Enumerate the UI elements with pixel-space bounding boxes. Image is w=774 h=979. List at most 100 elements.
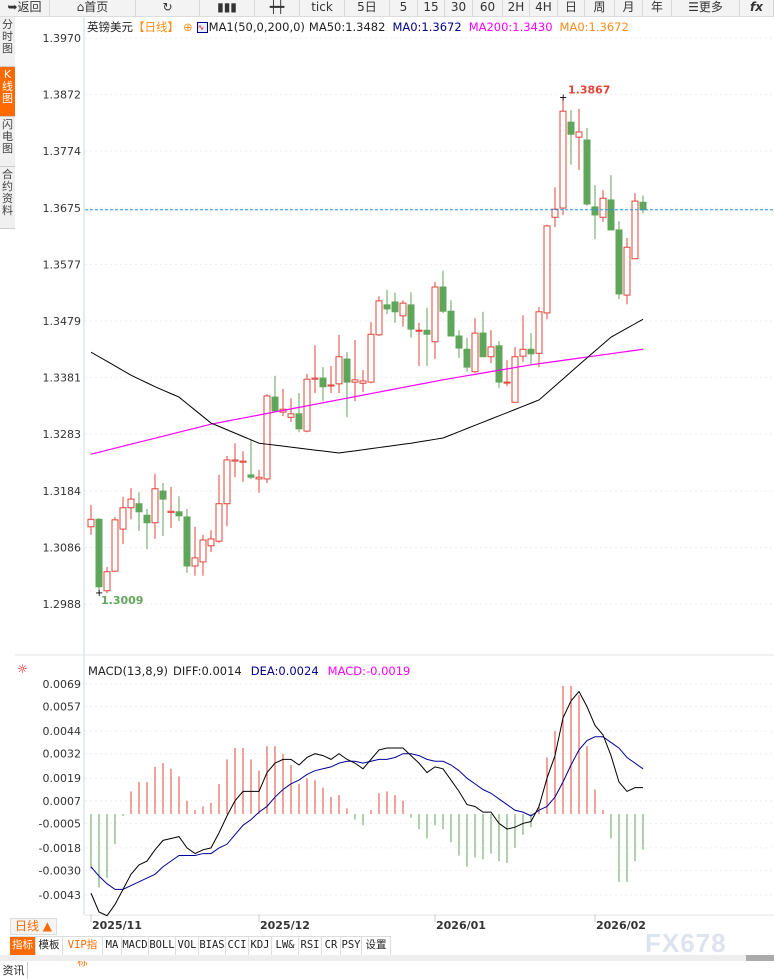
candle-body <box>591 206 599 216</box>
candle-body <box>319 377 327 388</box>
indicator-button[interactable]: PSY <box>341 937 362 955</box>
candle-body <box>175 511 183 517</box>
candle-body <box>479 332 487 358</box>
candle-body <box>295 413 303 430</box>
view-sidebar: 分时图 K线图 闪电图 合约资料 <box>0 17 15 229</box>
news-tab[interactable]: 资讯 <box>0 962 28 979</box>
refresh-icon: ↻ <box>162 0 173 14</box>
indicator-button[interactable]: BOLL <box>149 937 176 955</box>
indicator-button[interactable]: VOL <box>176 937 199 955</box>
macd-tick-label: -0.0030 <box>39 865 81 878</box>
date-axis-label: 2025/11 <box>92 919 142 932</box>
price-tick-label: 1.3184 <box>43 485 82 498</box>
candle-body <box>143 514 151 524</box>
sidebar-tab[interactable]: 闪电图 <box>0 117 15 167</box>
sidebar-tab[interactable]: 分时图 <box>0 17 15 67</box>
candle-body <box>623 246 631 296</box>
indicator-button[interactable]: VIP指标 <box>63 937 103 968</box>
period-button[interactable]: 15 <box>418 0 445 17</box>
period-button[interactable]: 5日 <box>345 0 390 17</box>
candle-body <box>447 310 455 337</box>
candle-body <box>583 139 591 205</box>
candle-body <box>255 476 263 480</box>
period-button[interactable]: 年 <box>643 0 672 17</box>
candle-body <box>543 225 551 314</box>
candle-body <box>519 348 527 357</box>
candle-body <box>223 459 231 505</box>
refresh-button[interactable]: ↻ <box>136 0 200 17</box>
candle-body <box>391 301 399 313</box>
back-label: 返回 <box>17 0 42 14</box>
period-button[interactable]: 4H <box>530 0 558 17</box>
candle-body <box>471 332 479 373</box>
high-price-label: 1.3867 <box>568 83 610 96</box>
indicator-button[interactable]: BIAS <box>199 937 226 955</box>
candle-body <box>135 503 143 513</box>
period-button[interactable]: 周 <box>585 0 615 17</box>
ma200-value: MA200:1.3430 <box>468 20 553 34</box>
candle-body <box>375 300 383 336</box>
candle-body <box>247 474 255 478</box>
macd-tick-label: 0.0032 <box>43 748 82 761</box>
indicator-button[interactable]: KDJ <box>249 937 272 955</box>
indicator-button[interactable]: MA <box>103 937 122 955</box>
indicator-button[interactable]: LW& <box>272 937 299 955</box>
period-toggle-button[interactable]: 日线 ▲ <box>10 918 57 935</box>
tick-button[interactable]: tick <box>300 0 345 17</box>
indicator-button[interactable]: 模板 <box>36 937 63 955</box>
indicator-button[interactable]: RSI <box>299 937 322 955</box>
macd-tick-label: 0.0069 <box>43 678 82 691</box>
price-tick-label: 1.3577 <box>43 259 82 272</box>
more-button[interactable]: ☰更多 <box>672 0 740 17</box>
period-button[interactable]: 30 <box>445 0 473 17</box>
crosshair-toggle-icon[interactable]: ⊕ <box>183 20 193 34</box>
candle-body <box>503 381 511 384</box>
main-chart-legend: 英镑美元 【日线】 ⊕ ∿ MA1(50,0,200,0) MA50:1.348… <box>87 19 629 35</box>
candle-body <box>367 333 375 383</box>
menu-icon: ☰ <box>688 0 699 14</box>
back-arrow-icon: ➥ <box>7 0 18 14</box>
candle-body <box>191 557 199 567</box>
scrollbar-thumb[interactable] <box>746 955 774 961</box>
date-axis-label: 2026/01 <box>436 919 486 932</box>
diff-value: DIFF:0.0014 <box>173 664 242 678</box>
period-button[interactable]: 2H <box>503 0 530 17</box>
candle-body <box>639 201 647 211</box>
candle-body <box>431 286 439 343</box>
candle-body <box>383 304 391 310</box>
period-button[interactable]: 5 <box>390 0 418 17</box>
indicator-button[interactable]: CR <box>322 937 341 955</box>
macd-tick-label: 0.0019 <box>43 772 82 785</box>
ma0-value-secondary: MA0:1.3672 <box>559 20 629 34</box>
candle-body <box>359 380 367 384</box>
candle-body <box>423 329 431 335</box>
macd-value: MACD:-0.0019 <box>327 664 411 678</box>
candle-body <box>559 110 567 209</box>
macd-settings-icon[interactable]: ☼ <box>17 662 28 676</box>
candle-body <box>287 413 295 418</box>
period-button[interactable]: 月 <box>615 0 643 17</box>
horizontal-scrollbar[interactable] <box>0 955 774 961</box>
indicator-button[interactable]: CCI <box>226 937 249 955</box>
candle-body <box>199 539 207 563</box>
indicator-button[interactable]: MACD <box>122 937 149 955</box>
diff-line <box>90 690 643 917</box>
period-button[interactable]: 日 <box>558 0 585 17</box>
candle-body <box>343 358 351 383</box>
price-tick-label: 1.3872 <box>43 88 82 101</box>
period-button[interactable]: 60 <box>473 0 503 17</box>
back-button[interactable]: ➥返回 <box>0 0 50 17</box>
candle-body <box>551 208 559 218</box>
home-button[interactable]: ⌂首页 <box>50 0 136 17</box>
macd-tick-label: 0.0057 <box>43 701 82 714</box>
indicator-button[interactable]: 设置 <box>362 937 391 955</box>
candlestick-button[interactable]: ┿┿ <box>255 0 300 17</box>
indicator-button[interactable]: 指标 <box>10 937 36 955</box>
ma-indicator-icon[interactable]: ∿ <box>196 21 208 33</box>
bar-chart-button[interactable]: ▮▮▮ <box>200 0 255 17</box>
period-label: 【日线】 <box>133 20 179 34</box>
sidebar-tab[interactable]: 合约资料 <box>0 167 15 229</box>
ma50-line <box>90 318 644 454</box>
sidebar-tab[interactable]: K线图 <box>0 67 15 117</box>
